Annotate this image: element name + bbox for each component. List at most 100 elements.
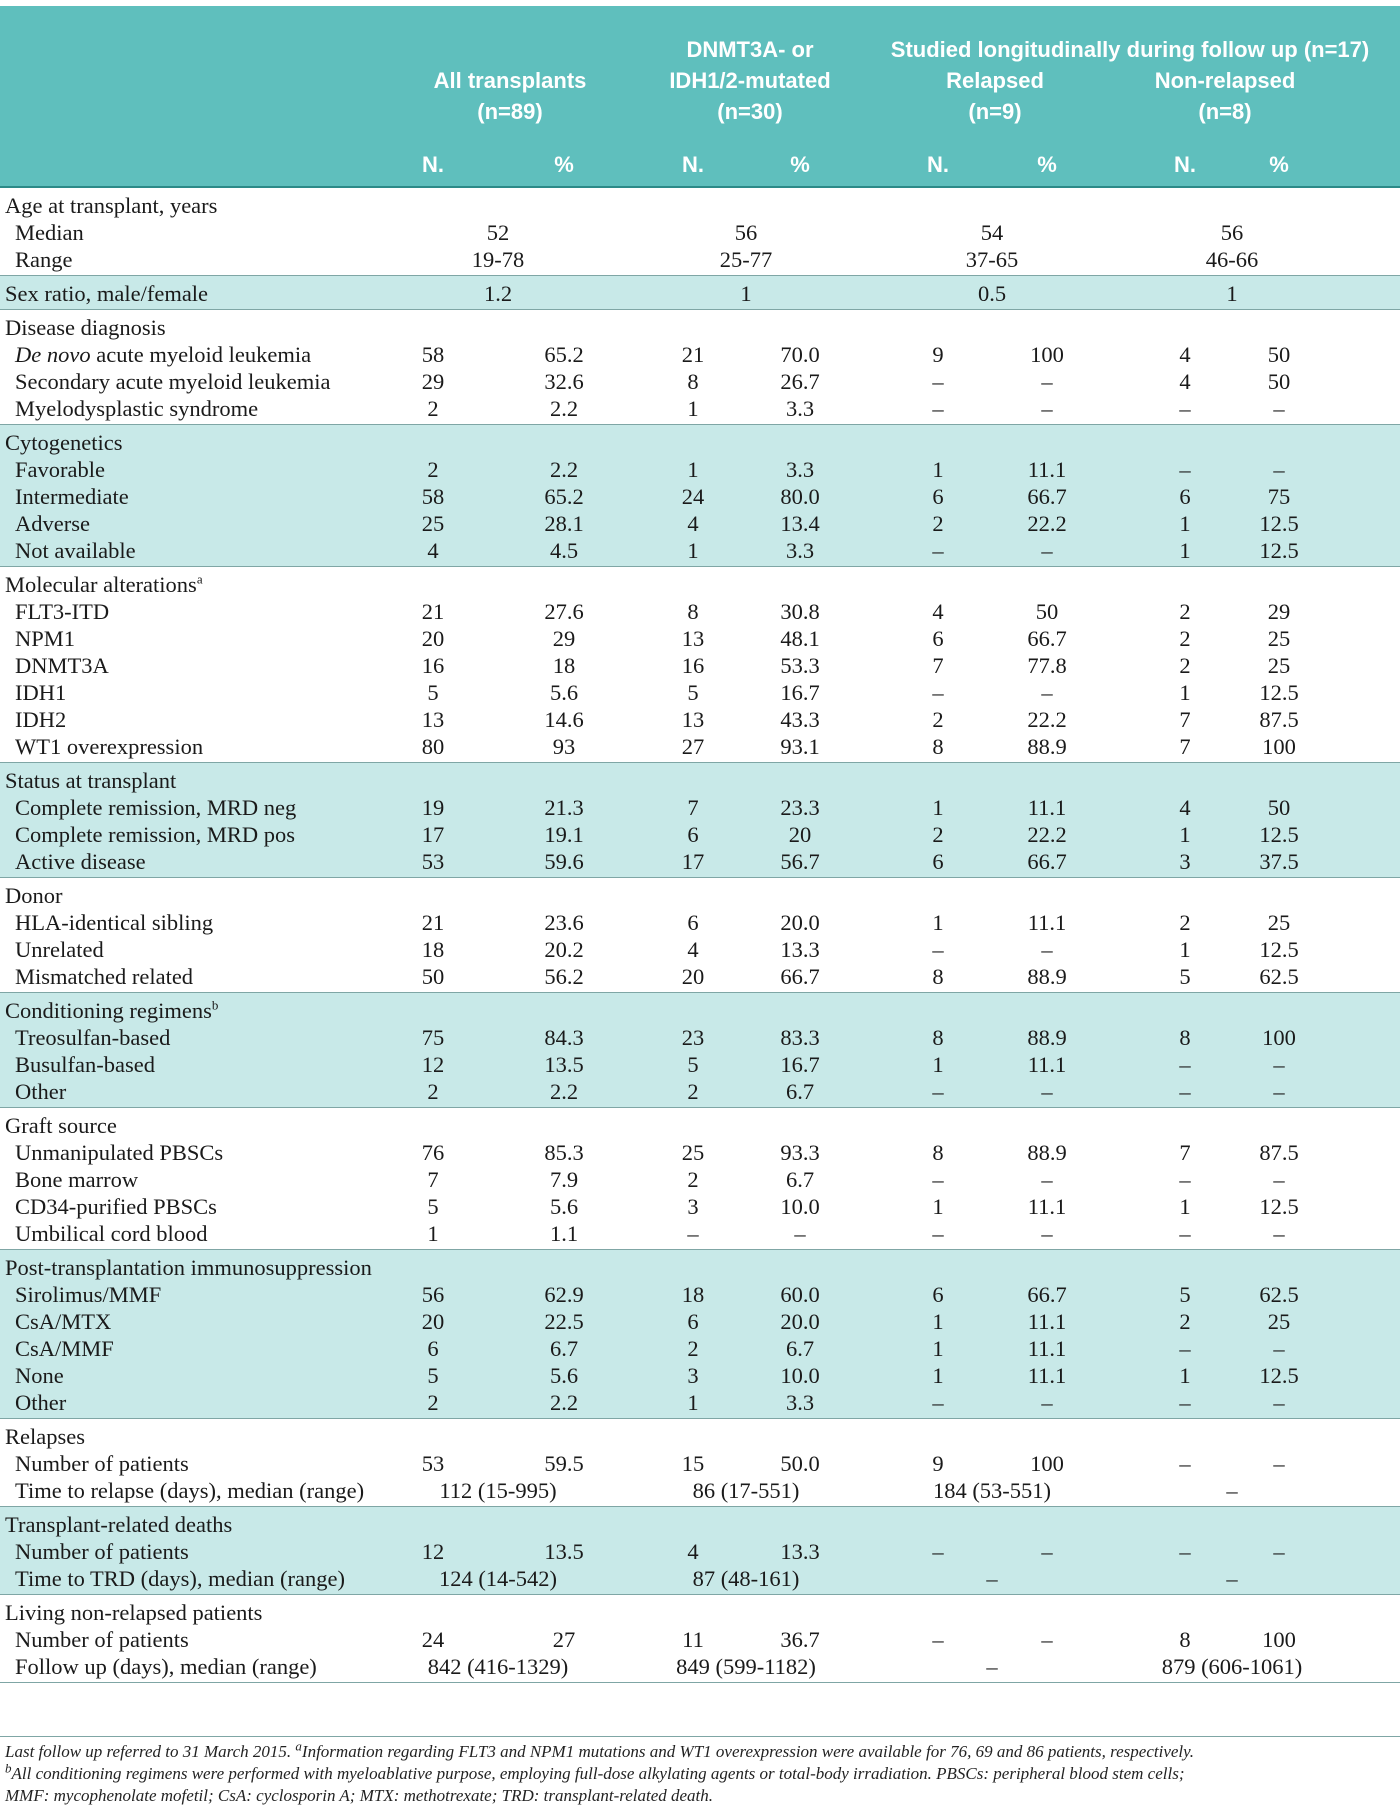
cell-pct: 11.1 (1027, 1336, 1067, 1361)
header-dnm-label-2: IDH1/2-mutated (669, 68, 831, 93)
cell-n: 1 (932, 1309, 944, 1334)
cell-pct: – (1273, 1221, 1285, 1246)
cell-pct: 10.0 (780, 1363, 820, 1388)
cell-merged: 56 (734, 220, 758, 245)
cell-pct: 19.1 (544, 822, 584, 847)
row-label: CsA/MTX (15, 1308, 111, 1335)
subheader-pct: % (1037, 152, 1057, 177)
section-title: Post-transplantation immunosuppression (5, 1255, 372, 1280)
cell-pct: 56.2 (544, 964, 584, 989)
cell-pct: 11.1 (1027, 1309, 1067, 1334)
row-label: Other (15, 1389, 66, 1416)
cell-pct: 66.7 (1027, 1282, 1067, 1307)
cell-merged: 86 (17-551) (692, 1478, 800, 1503)
cell-pct: 12.5 (1259, 538, 1299, 563)
table-row: Other 2 2.2 1 3.3 – – – – (0, 1389, 1400, 1416)
row-label: Mismatched related (15, 963, 193, 990)
section-title-footnote-marker: a (196, 571, 203, 587)
cell-pct: – (1041, 1539, 1053, 1564)
table-row: Sirolimus/MMF 56 62.9 18 60.0 6 66.7 5 62.5 (0, 1281, 1400, 1308)
cell-merged: – (1226, 1478, 1238, 1503)
table-row: Range 19-78 25-77 37-65 46-66 (0, 246, 1400, 273)
cell-pct: 20.2 (544, 937, 584, 962)
cell-pct: 43.3 (780, 707, 820, 732)
cell-pct: 62.5 (1259, 1282, 1299, 1307)
header-all-transplants: All transplants (n=89) (410, 65, 610, 127)
row-label-text: DNMT3A (15, 653, 109, 678)
cell-n: 21 (681, 342, 705, 367)
cell-n: 2 (427, 1390, 439, 1415)
cell-pct: 22.5 (544, 1309, 584, 1334)
cell-merged: 1 (740, 281, 752, 306)
cell-pct: – (1273, 457, 1285, 482)
cell-pct: 5.6 (549, 680, 579, 705)
cell-n: 18 (421, 937, 445, 962)
cell-pct: 11.1 (1027, 457, 1067, 482)
table-section: Conditioning regimensb Treosulfan-based 75… (0, 993, 1400, 1108)
row-label-italic: De novo (15, 342, 91, 367)
cell-n: 17 (421, 822, 445, 847)
cell-pct: 3.3 (785, 1390, 815, 1415)
table-section: Cytogenetics Favorable 2 2.2 1 3.3 1 11.1– – Inte… (0, 425, 1400, 567)
cell-n: 1 (932, 1363, 944, 1388)
cell-n: 5 (1179, 964, 1191, 989)
table-row: None 5 5.6 3 10.0 1 11.1 1 12.5 (0, 1362, 1400, 1389)
table-row: Adverse 25 28.1 4 13.4 2 22.2 1 12.5 (0, 510, 1400, 537)
row-label: None (15, 1362, 64, 1389)
cell-pct: 16.7 (780, 680, 820, 705)
cell-n: 1 (687, 457, 699, 482)
cell-pct: 56.7 (780, 849, 820, 874)
cell-pct: 87.5 (1259, 707, 1299, 732)
cell-pct: 88.9 (1027, 1025, 1067, 1050)
table-row: IDH2 13 14.6 13 43.3 2 22.2 7 87.5 (0, 706, 1400, 733)
cell-n: – (932, 1539, 944, 1564)
footnote-text: All conditioning regimens were performed… (11, 1764, 1185, 1783)
cell-merged: 37-65 (965, 247, 1019, 272)
cell-n: 6 (932, 1282, 944, 1307)
section-title-wrap: Molecular alterationsa (5, 571, 203, 598)
section-title-row: Conditioning regimensb (0, 997, 1400, 1024)
row-label-text: acute myeloid leukemia (90, 342, 312, 367)
cell-pct: 25 (1267, 1309, 1291, 1334)
row-label-text: Time to relapse (days), median (range) (15, 1478, 365, 1503)
cell-pct: 13.5 (544, 1052, 584, 1077)
cell-pct: 70.0 (780, 342, 820, 367)
cell-pct: 13.3 (780, 1539, 820, 1564)
cell-n: 6 (687, 910, 699, 935)
cell-pct: 12.5 (1259, 822, 1299, 847)
cell-n: 6 (932, 849, 944, 874)
cell-pct: 6.7 (549, 1336, 579, 1361)
cell-pct: 66.7 (1027, 626, 1067, 651)
cell-n: 13 (681, 626, 705, 651)
subheader-n: N. (1174, 152, 1196, 177)
table-section: Molecular alterationsa FLT3-ITD 21 27.6 8 30.… (0, 567, 1400, 763)
table-row: IDH1 5 5.6 5 16.7 – – 1 12.5 (0, 679, 1400, 706)
cell-n: – (1179, 1079, 1191, 1104)
section-title: Status at transplant (5, 768, 177, 793)
cell-pct: 100 (1030, 342, 1064, 367)
cell-pct: 83.3 (780, 1025, 820, 1050)
cell-pct: 50.0 (780, 1451, 820, 1476)
cell-pct: 7.9 (549, 1167, 579, 1192)
row-label: Unmanipulated PBSCs (15, 1139, 223, 1166)
cell-n: 4 (427, 538, 439, 563)
cell-pct: 65.2 (544, 484, 584, 509)
cell-n: 1 (932, 1194, 944, 1219)
row-label-text: Number of patients (15, 1451, 189, 1476)
cell-n: 21 (421, 910, 445, 935)
cell-pct: – (1273, 1052, 1285, 1077)
subheader-pct: % (790, 152, 810, 177)
cell-merged: 184 (53-551) (932, 1478, 1052, 1503)
row-label: Active disease (15, 848, 146, 875)
row-label: FLT3-ITD (15, 598, 109, 625)
section-title: Molecular alterations (5, 572, 197, 597)
cell-pct: 20.0 (780, 1309, 820, 1334)
table-container: Studied longitudinally during follow up … (0, 6, 1400, 1683)
table-section: Relapses Number of patients 53 59.5 15 50.0 9 1… (0, 1419, 1400, 1507)
row-label: Sirolimus/MMF (15, 1281, 161, 1308)
row-label-text: FLT3-ITD (15, 599, 110, 624)
cell-pct: 23.6 (544, 910, 584, 935)
row-label-text: HLA-identical sibling (15, 910, 214, 935)
cell-n: – (1179, 1167, 1191, 1192)
cell-n: 25 (421, 511, 445, 536)
